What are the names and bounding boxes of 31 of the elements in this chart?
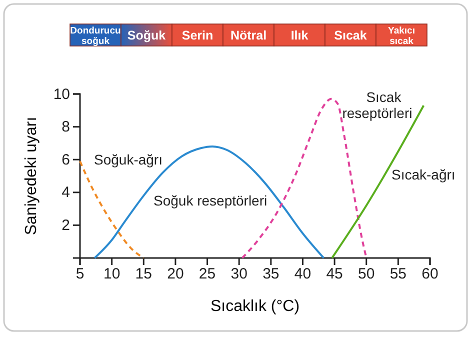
x-tick-label: 5 — [76, 266, 84, 283]
text: Soğuk — [127, 28, 166, 42]
x-tick-label: 50 — [358, 266, 375, 283]
y-tick-label: 6 — [62, 151, 70, 168]
y-axis-title: Saniyedeki uyarı — [23, 116, 40, 236]
x-tick-label: 45 — [326, 266, 343, 283]
x-tick-label: 35 — [262, 266, 280, 283]
text: Dondurucu soğuk — [70, 26, 122, 47]
x-tick-label: 40 — [294, 266, 312, 283]
line-series — [94, 145, 325, 259]
x-axis-title: Sıcaklık (°C) — [210, 298, 300, 315]
x-tick-label: 10 — [103, 266, 120, 283]
text: Nötral — [230, 28, 267, 42]
text: Yakıcı sıcak — [388, 26, 415, 47]
text: Ilık — [290, 28, 308, 42]
x-tick-label: 15 — [135, 266, 152, 283]
x-tick-label: 60 — [422, 266, 438, 283]
series-label: Soğuk reseptörleri — [154, 192, 268, 209]
x-tick-label: 30 — [230, 266, 248, 283]
text: Sıcak — [334, 28, 367, 42]
series-label: Sıcak-ağrı — [392, 166, 456, 182]
x-tick-label: 25 — [198, 266, 216, 283]
y-tick-label: 8 — [62, 118, 70, 136]
y-tick-label: 4 — [62, 184, 70, 202]
x-tick-label: 55 — [390, 266, 407, 283]
series-label: Sıcak reseptörleri — [342, 89, 412, 122]
text: Serin — [182, 28, 214, 42]
x-tick-label: 20 — [167, 266, 184, 283]
series-label: Soğuk-ağrı — [94, 152, 162, 168]
y-tick-label: 2 — [62, 217, 70, 234]
y-tick-label: 10 — [53, 86, 70, 103]
